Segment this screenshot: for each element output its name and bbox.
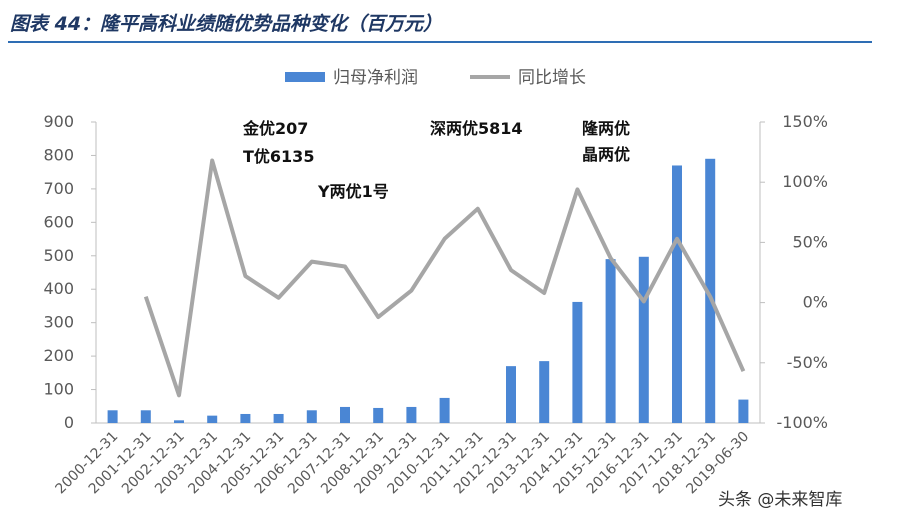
- bar: [140, 410, 151, 423]
- bar: [207, 415, 218, 423]
- y2-tick-label: 0%: [803, 293, 828, 312]
- bar: [439, 397, 450, 423]
- y2-tick-label: -50%: [787, 353, 828, 372]
- legend-label: 同比增长: [518, 68, 586, 88]
- y2-tick-label: 100%: [782, 172, 828, 191]
- y2-tick-label: 150%: [782, 112, 828, 131]
- annotation: 金优207: [242, 119, 308, 138]
- y-tick-label: 100: [43, 380, 74, 399]
- annotation: 隆两优: [582, 119, 630, 138]
- bar: [273, 413, 284, 423]
- legend-swatch: [285, 72, 325, 82]
- legend-label: 归母净利润: [333, 68, 418, 88]
- annotation: 晶两优: [582, 145, 630, 164]
- y-tick-label: 400: [43, 279, 74, 298]
- bar: [240, 413, 251, 423]
- bar: [539, 361, 550, 423]
- annotation: Y两优1号: [317, 182, 389, 201]
- y-tick-label: 600: [43, 212, 74, 231]
- bar: [306, 410, 317, 423]
- annotation: 深两优5814: [430, 119, 523, 138]
- y2-tick-label: -100%: [776, 413, 828, 432]
- bar: [506, 366, 516, 423]
- line: [143, 158, 746, 398]
- chart-title: 图表 44：隆平高科业绩随优势品种变化（百万元）: [10, 13, 442, 35]
- y-tick-label: 500: [43, 246, 74, 265]
- bar: [406, 406, 417, 423]
- y-tick-label: 800: [43, 145, 74, 164]
- bar: [738, 399, 749, 423]
- y-tick-label: 900: [43, 112, 74, 131]
- bar: [705, 158, 716, 424]
- y-tick-label: 200: [43, 346, 74, 365]
- bar: [373, 407, 384, 423]
- y-tick-label: 0: [64, 413, 74, 432]
- bar: [638, 256, 649, 423]
- bar: [605, 259, 616, 423]
- bar: [174, 420, 184, 423]
- y-tick-label: 700: [43, 179, 74, 198]
- annotation: T优6135: [243, 147, 314, 166]
- bar: [107, 410, 118, 423]
- watermark: 头条 @未来智库: [718, 490, 842, 510]
- bar: [340, 406, 350, 423]
- y2-tick-label: 50%: [792, 232, 828, 251]
- y-tick-label: 300: [43, 313, 74, 332]
- bar: [572, 301, 583, 423]
- bar: [672, 165, 682, 423]
